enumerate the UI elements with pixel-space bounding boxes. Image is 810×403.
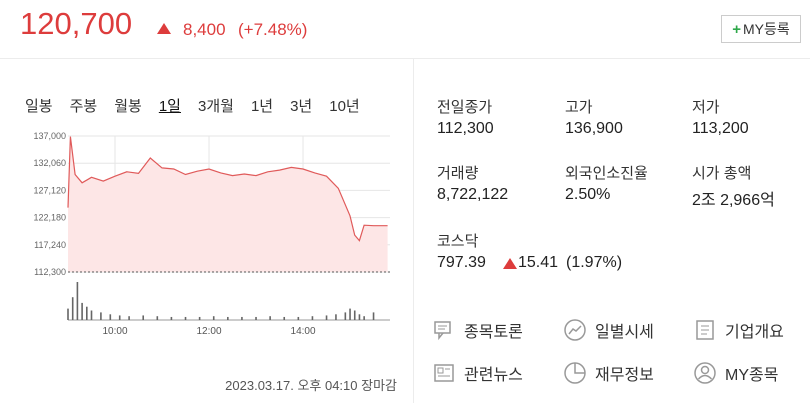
volume-bar [227, 316, 229, 320]
icon [434, 321, 451, 341]
price-area [68, 136, 388, 272]
volume-bar [81, 302, 83, 320]
stat-label: 고가 [565, 99, 593, 116]
volume-bar [198, 316, 201, 320]
y-tick-label: 122,180 [33, 213, 66, 223]
timestamp: 2023.03.17. 오후 04:10 장마감 [225, 378, 397, 393]
up-arrow [157, 23, 171, 34]
volume-bar [90, 310, 93, 320]
divider [413, 58, 414, 403]
volume-bar [212, 316, 215, 320]
link[interactable]: 관련뉴스 [432, 361, 523, 385]
stat-label: 거래량 [437, 165, 479, 182]
x-tick-label: 12:00 [197, 326, 222, 337]
volume-bar [283, 316, 286, 320]
icon [434, 364, 454, 382]
y-tick-label: 112,300 [34, 267, 66, 277]
index-change: 15.41 [518, 254, 559, 271]
divider [0, 58, 810, 59]
volume-bar [255, 316, 257, 320]
link[interactable]: 재무정보 [563, 361, 654, 385]
period-tabs: 일봉 주봉 월봉 1일 3개월 1년 3년 10년 [25, 95, 360, 116]
link[interactable]: 일별시세 [563, 318, 654, 342]
link[interactable]: 종목토론 [432, 318, 523, 342]
tab[interactable]: 일봉 [25, 98, 53, 115]
volume-bar [372, 312, 375, 320]
volume-bar [358, 314, 361, 320]
index-label: 코스닥 [437, 233, 479, 250]
link-label: 기업개요 [725, 324, 784, 341]
stat-label: 전일종가 [437, 99, 493, 116]
y-tick-label: 127,120 [33, 185, 66, 195]
link-label: 종목토론 [464, 324, 523, 341]
tab[interactable]: 3년 [290, 98, 313, 115]
price-line [67, 136, 388, 242]
y-tick-label: 137,000 [33, 131, 66, 141]
link-label: 일별시세 [595, 324, 654, 341]
x-tick-label: 14:00 [291, 326, 316, 337]
tab[interactable]: 10년 [329, 98, 360, 115]
change-percent: (+7.48%) [238, 20, 308, 39]
volume-bar [86, 306, 88, 320]
tab[interactable]: 1년 [250, 98, 274, 115]
tab[interactable]: 3개월 [197, 98, 234, 115]
change: 8,400 [183, 20, 226, 39]
tab[interactable]: 월봉 [114, 98, 142, 115]
link[interactable]: 기업개요 [693, 318, 784, 342]
index-value: 797.39 [437, 254, 486, 271]
volume-bar [349, 308, 351, 320]
stat-label: 외국인소진율 [565, 165, 648, 182]
volume-bar [184, 316, 187, 320]
tab[interactable]: 주봉 [69, 98, 98, 115]
stat-value: 113,200 [692, 120, 749, 137]
volume-bar [118, 315, 121, 320]
volume-bar [76, 282, 79, 320]
volume-bar [269, 316, 271, 320]
volume-bar [363, 316, 365, 320]
volume-bar [241, 316, 243, 320]
stat-label: 시가 총액 [692, 165, 752, 182]
volume-bar [170, 316, 173, 320]
icon [564, 362, 586, 384]
x-tick-label: 10:00 [102, 326, 127, 337]
volume-bar [325, 315, 328, 320]
icon [696, 320, 714, 340]
volume-bar [128, 316, 130, 320]
link-label: MY종목 [725, 367, 779, 384]
stat-value: 2.50% [565, 186, 611, 203]
y-tick-label: 132,060 [33, 158, 66, 168]
price-chart: 137,000 132,060 127,120 122,180 117,240 112,3… [33, 131, 390, 337]
icon [694, 362, 716, 384]
volume-bar [297, 316, 300, 320]
volume-bar [109, 314, 112, 320]
link-label: 재무정보 [595, 367, 654, 384]
tab[interactable]: 1일 [158, 98, 181, 115]
volume-bar [71, 297, 74, 320]
volume-bar [311, 316, 314, 320]
price: 120,700 [20, 6, 133, 41]
volume-bar [335, 314, 337, 320]
link[interactable]: MY종목 [693, 361, 778, 385]
my-add-button[interactable]: + MY등록 [721, 15, 801, 43]
link-label: 관련뉴스 [464, 367, 523, 384]
volume-bar [353, 310, 356, 320]
volume-bar [156, 316, 159, 320]
stat-label: 저가 [692, 99, 720, 116]
volume-bar [67, 308, 69, 320]
button-label: MY등록 [743, 21, 790, 37]
volume-bar [142, 315, 145, 320]
y-tick-label: 117,240 [34, 240, 66, 250]
icon [564, 319, 586, 341]
stat-value: 112,300 [437, 120, 494, 137]
stat-value: 2조 2,966억 [692, 192, 775, 209]
stat-value: 8,722,122 [437, 186, 509, 203]
up-arrow [503, 258, 517, 269]
index-change-percent: (1.97%) [566, 254, 623, 271]
volume-bar [344, 312, 347, 320]
volume-bar [100, 312, 102, 320]
stat-value: 136,900 [565, 120, 623, 137]
